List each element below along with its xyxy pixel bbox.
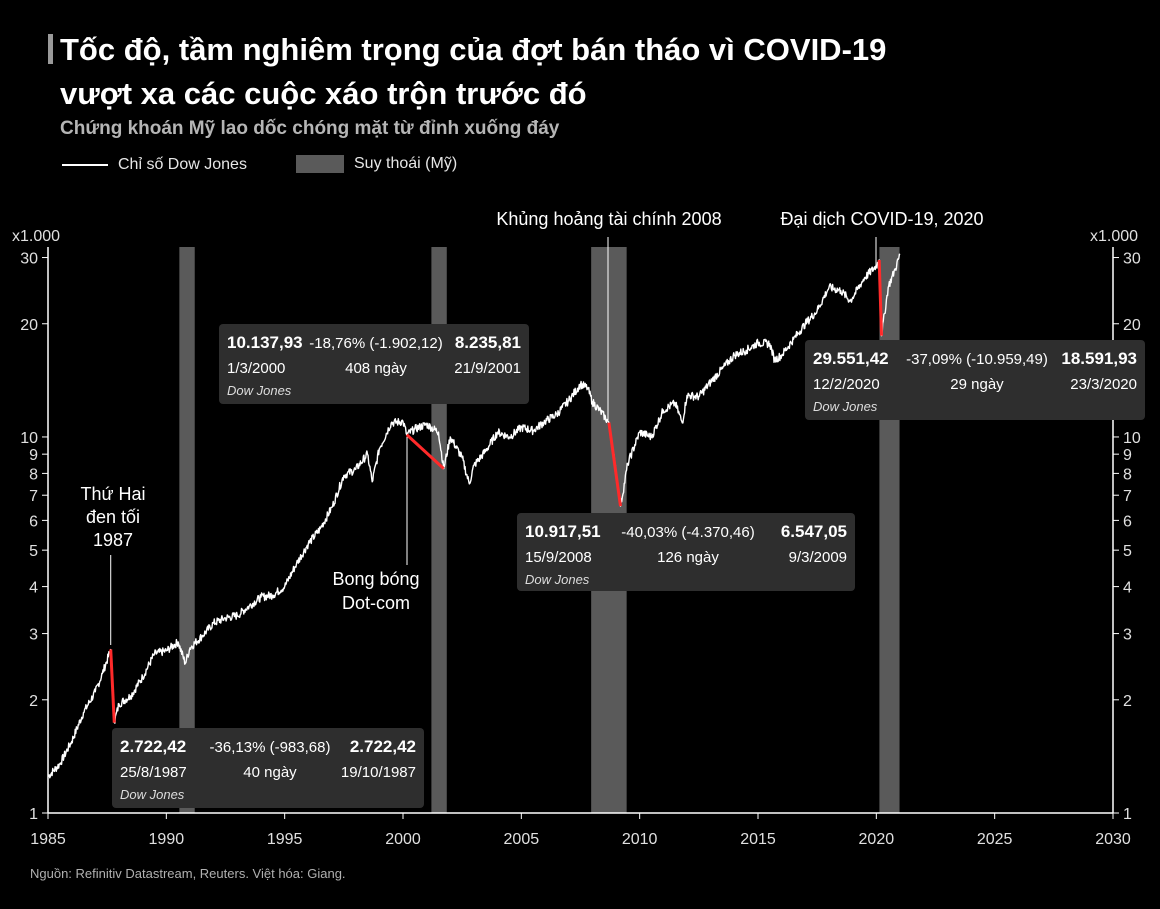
legend-line-swatch: [62, 164, 108, 166]
drawdown-from-date-2: 15/9/2008: [525, 549, 592, 566]
chart-title: Tốc độ, tầm nghiêm trọng của đợt bán thá…: [60, 28, 886, 116]
crash-segment-0: [109, 649, 116, 723]
drawdown-box-bg-0: [112, 728, 424, 808]
y-tick-label-left-5: 5: [29, 543, 38, 560]
x-tick-label-2025: 2025: [977, 831, 1013, 848]
y-tick-label-left-8: 8: [29, 466, 38, 483]
legend-label-recession: Suy thoái (Mỹ): [354, 155, 458, 172]
y-tick-label-right-8: 8: [1123, 466, 1132, 483]
title-line-2: vượt xa các cuộc xáo trộn trước đó: [60, 76, 587, 111]
drawdown-index-0: Dow Jones: [120, 787, 185, 802]
drawdown-from-date-0: 25/8/1987: [120, 764, 187, 781]
y-tick-label-left-6: 6: [29, 513, 38, 530]
drawdown-days-3: 29 ngày: [950, 376, 1004, 393]
drawdown-trough-0: 2.722,42: [350, 737, 416, 756]
drawdown-change-3: -37,09% (-10.959,49): [906, 351, 1048, 368]
source-note: Nguồn: Refinitiv Datastream, Reuters. Vi…: [30, 866, 346, 881]
drawdown-to-date-1: 21/9/2001: [454, 360, 521, 377]
x-tick-label-2005: 2005: [504, 831, 540, 848]
x-tick-label-2030: 2030: [1095, 831, 1131, 848]
drawdown-peak-0: 2.722,42: [120, 737, 186, 756]
y-tick-label-left-10: 10: [20, 430, 38, 447]
x-tick-label-1990: 1990: [149, 831, 185, 848]
crash-segment-3: [877, 259, 884, 336]
crash-segment-2: [607, 422, 622, 507]
legend-item-recession: Suy thoái (Mỹ): [296, 155, 457, 173]
y-tick-label-left-20: 20: [20, 317, 38, 334]
drawdown-box-0: 2.722,42 -36,13% (-983,68) 2.722,42 25/8/19…: [112, 728, 424, 808]
x-tick-label-1995: 1995: [267, 831, 303, 848]
drawdown-box-3: 29.551,42 -37,09% (-10.959,49) 18.591,93 12…: [805, 340, 1145, 420]
drawdown-from-date-1: 1/3/2000: [227, 360, 285, 377]
legend-label-dow: Chỉ số Dow Jones: [118, 156, 247, 173]
y-tick-label-left-2: 2: [29, 693, 38, 710]
drawdown-to-date-2: 9/3/2009: [789, 549, 847, 566]
y-tick-label-right-6: 6: [1123, 513, 1132, 530]
drawdown-box-1: 10.137,93 -18,76% (-1.902,12) 8.235,81 1/3/…: [219, 324, 529, 404]
annotation-1987-line-2: 1987: [93, 530, 133, 550]
drawdown-box-bg-3: [805, 340, 1145, 420]
annotation-1987-line-0: Thứ Hai: [80, 484, 145, 504]
drawdown-peak-1: 10.137,93: [227, 333, 303, 352]
legend-band-swatch: [296, 155, 344, 173]
y-tick-label-left-7: 7: [29, 488, 38, 505]
y-tick-label-right-5: 5: [1123, 543, 1132, 560]
title-accent-bar: [48, 34, 53, 64]
drawdown-trough-2: 6.547,05: [781, 522, 847, 541]
crash-segment-1: [405, 433, 445, 470]
drawdown-days-0: 40 ngày: [243, 764, 297, 781]
legend-item-dow: Chỉ số Dow Jones: [62, 156, 247, 174]
x-tick-label-2000: 2000: [385, 831, 421, 848]
y-tick-label-left-4: 4: [29, 580, 38, 597]
drawdown-peak-3: 29.551,42: [813, 349, 889, 368]
drawdown-days-2: 126 ngày: [657, 549, 719, 566]
y-tick-label-right-30: 30: [1123, 251, 1141, 268]
drawdown-index-2: Dow Jones: [525, 572, 590, 587]
drawdown-box-bg-1: [219, 324, 529, 404]
y-tick-label-right-9: 9: [1123, 447, 1132, 464]
annotation-gfc: Khủng hoảng tài chính 2008: [496, 209, 721, 229]
drawdown-from-date-3: 12/2/2020: [813, 376, 880, 393]
drawdown-peak-2: 10.917,51: [525, 522, 601, 541]
y-tick-label-right-2: 2: [1123, 693, 1132, 710]
dow-jones-line: [47, 253, 901, 779]
x-tick-label-1985: 1985: [30, 831, 66, 848]
annotation-1987-line-1: đen tối: [86, 507, 140, 527]
x-tick-label-2015: 2015: [740, 831, 776, 848]
drawdown-trough-1: 8.235,81: [455, 333, 521, 352]
y-axis-unit-left: x1.000: [12, 228, 60, 245]
y-tick-label-left-1: 1: [29, 806, 38, 823]
drawdown-change-2: -40,03% (-4.370,46): [621, 524, 754, 541]
x-tick-label-2020: 2020: [859, 831, 895, 848]
y-tick-label-right-10: 10: [1123, 430, 1141, 447]
y-tick-label-right-4: 4: [1123, 580, 1132, 597]
y-tick-label-left-30: 30: [20, 251, 38, 268]
drawdown-days-1: 408 ngày: [345, 360, 407, 377]
y-tick-label-right-20: 20: [1123, 317, 1141, 334]
chart-subtitle: Chứng khoán Mỹ lao dốc chóng mặt từ đỉnh…: [60, 118, 560, 139]
recession-band-0: [179, 247, 195, 813]
annotation-dotcom-line-0: Bong bóng: [332, 569, 419, 589]
drawdown-box-2: 10.917,51 -40,03% (-4.370,46) 6.547,05 15/9…: [517, 513, 855, 591]
drawdown-change-0: -36,13% (-983,68): [210, 739, 331, 756]
drawdown-change-1: -18,76% (-1.902,12): [309, 335, 442, 352]
drawdown-trough-3: 18.591,93: [1061, 349, 1137, 368]
drawdown-index-1: Dow Jones: [227, 383, 292, 398]
y-tick-label-left-3: 3: [29, 627, 38, 644]
drawdown-to-date-3: 23/3/2020: [1070, 376, 1137, 393]
annotation-dotcom-line-1: Dot-com: [342, 593, 410, 613]
y-axis-unit-right: x1.000: [1090, 228, 1138, 245]
annotation-covid: Đại dịch COVID-19, 2020: [780, 209, 983, 229]
y-tick-label-right-1: 1: [1123, 806, 1132, 823]
drawdown-box-bg-2: [517, 513, 855, 591]
drawdown-index-3: Dow Jones: [813, 399, 878, 414]
drawdown-to-date-0: 19/10/1987: [341, 764, 416, 781]
y-tick-label-right-3: 3: [1123, 627, 1132, 644]
title-line-1: Tốc độ, tầm nghiêm trọng của đợt bán thá…: [60, 32, 887, 67]
y-tick-label-right-7: 7: [1123, 488, 1132, 505]
y-tick-label-left-9: 9: [29, 447, 38, 464]
x-tick-label-2010: 2010: [622, 831, 658, 848]
